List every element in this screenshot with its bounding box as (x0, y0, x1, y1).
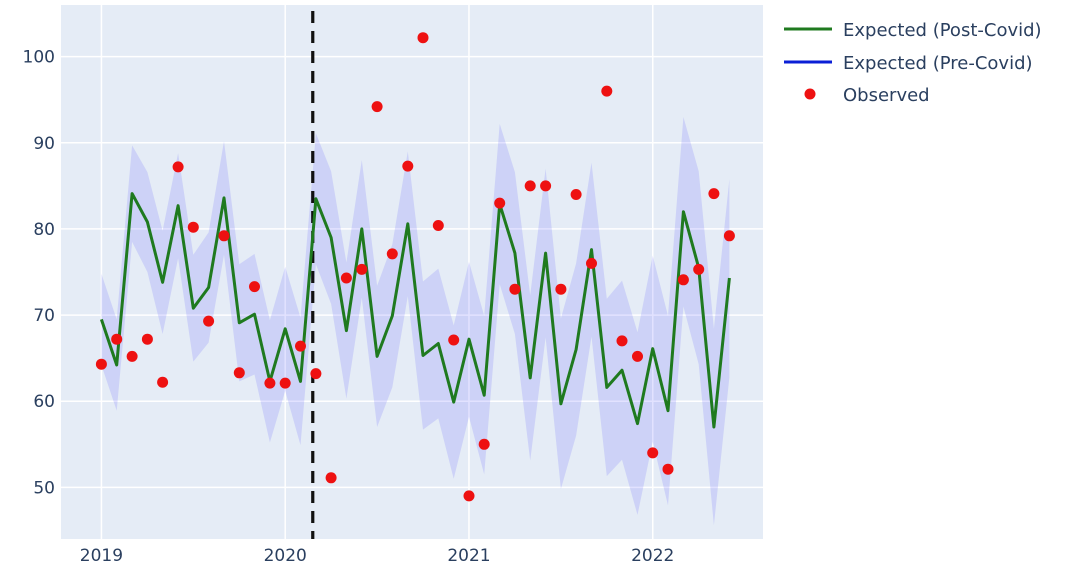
observed-point (249, 281, 260, 293)
observed-point (157, 376, 169, 388)
observed-point (586, 257, 597, 269)
observed-point (187, 221, 199, 233)
observed-point (677, 274, 689, 286)
observed-point (616, 335, 628, 347)
y-tick-label: 70 (33, 306, 55, 326)
y-tick-label: 100 (23, 48, 55, 68)
observed-point (218, 230, 230, 242)
legend-item-pre-covid[interactable]: Expected (Pre-Covid) (784, 53, 1033, 74)
x-tick-label: 2019 (80, 546, 123, 566)
x-tick-label: 2021 (447, 546, 490, 566)
y-tick-label: 60 (33, 392, 55, 412)
observed-point (555, 283, 567, 295)
observed-point (279, 377, 291, 389)
x-tick-labels: 2019 2020 2021 2022 (80, 546, 675, 566)
observed-point (601, 85, 613, 97)
observed-point (723, 230, 735, 242)
observed-point (310, 368, 322, 380)
observed-point (478, 438, 490, 450)
observed-point (386, 248, 398, 260)
observed-point (693, 263, 705, 275)
legend[interactable]: Expected (Post-Covid) Expected (Pre-Covi… (784, 20, 1042, 106)
legend-item-observed[interactable]: Observed (804, 85, 930, 106)
expected-post-covid-line (99, 192, 731, 429)
observed-point (402, 160, 414, 172)
observed-point (524, 180, 536, 192)
observed-point (111, 333, 123, 345)
observed-point (340, 272, 352, 284)
observed-point (371, 101, 383, 113)
observed-point (632, 350, 643, 362)
observed-points (95, 32, 735, 502)
legend-item-post-covid[interactable]: Expected (Post-Covid) (784, 20, 1042, 41)
observed-point (95, 358, 107, 370)
y-tick-label: 50 (33, 478, 55, 498)
observed-point (540, 180, 552, 192)
observed-point (356, 263, 368, 275)
observed-point (141, 333, 153, 345)
confidence-band (101, 117, 730, 526)
observed-point (647, 447, 659, 459)
observed-point (172, 161, 184, 173)
observed-point (448, 334, 460, 346)
legend-swatch-observed (804, 88, 816, 100)
observed-point (126, 350, 138, 362)
legend-label-pre-covid: Expected (Pre-Covid) (843, 53, 1033, 74)
legend-label-observed: Observed (843, 85, 930, 106)
y-tick-labels: 50 60 70 80 90 100 (23, 48, 55, 499)
observed-point (233, 367, 245, 379)
y-tick-label: 80 (33, 220, 55, 240)
observed-point (432, 220, 444, 231)
observed-point (417, 32, 429, 44)
x-tick-label: 2020 (264, 546, 307, 566)
observed-point (203, 315, 215, 327)
observed-point (662, 463, 674, 475)
legend-label-post-covid: Expected (Post-Covid) (843, 20, 1042, 41)
observed-point (708, 188, 720, 200)
observed-point (463, 490, 475, 502)
x-tick-label: 2022 (631, 546, 674, 566)
observed-point (325, 472, 337, 484)
y-gridlines (61, 55, 763, 489)
observed-point (570, 189, 582, 200)
observed-point (494, 197, 506, 209)
observed-point (509, 283, 521, 295)
observed-point (295, 340, 306, 352)
observed-point (264, 377, 276, 389)
y-tick-label: 90 (33, 134, 55, 154)
